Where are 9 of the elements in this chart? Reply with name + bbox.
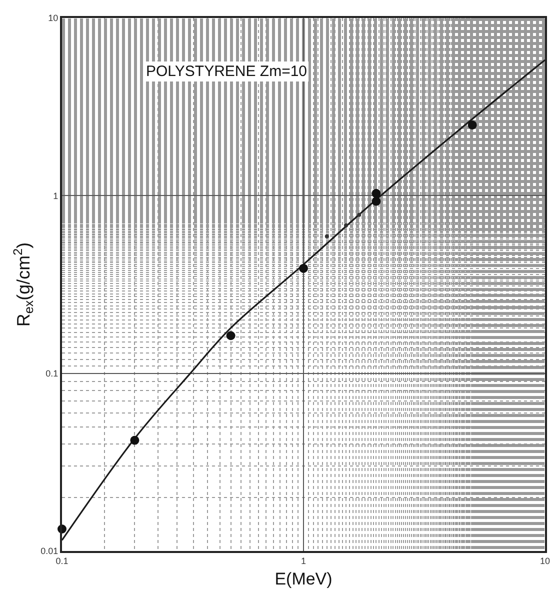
y-tick-label: 0.1 bbox=[46, 368, 58, 378]
y-tick-label: 1 bbox=[53, 190, 58, 201]
y-tick-label: 0.01 bbox=[40, 546, 58, 556]
x-axis-title: E(MeV) bbox=[274, 570, 332, 589]
x-tick-label: 10 bbox=[540, 556, 550, 566]
x-tick-label: 0.1 bbox=[56, 556, 68, 566]
y-tick-label: 10 bbox=[48, 13, 58, 24]
x-tick-label: 1 bbox=[300, 556, 306, 566]
annotation: POLYSTYRENE Zm=10 bbox=[146, 63, 308, 80]
